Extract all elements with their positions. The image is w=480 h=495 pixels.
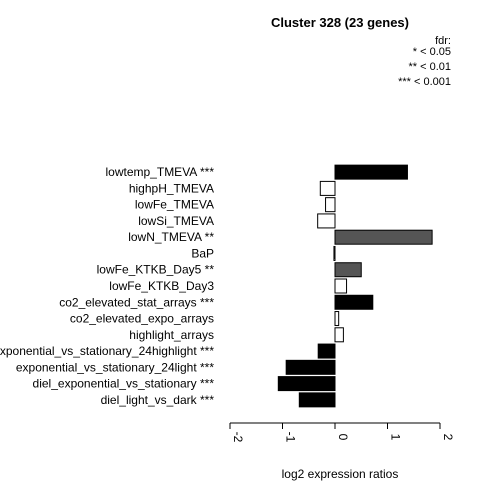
category-label-13: exponential_vs_stationary_24light *** (16, 360, 214, 374)
category-label-11: highlight_arrays (129, 328, 214, 342)
x-tick-label-1: -2 (231, 432, 245, 443)
x-tick-label-2: -1 (284, 432, 298, 443)
bar-5 (334, 229, 433, 245)
legend-title: fdr: (435, 35, 451, 47)
bar-15 (298, 392, 336, 408)
x-tick-label-4: 1 (389, 434, 403, 441)
legend: fdr: * < 0.05 ** < 0.01 *** < 0.001 (398, 35, 451, 88)
bar-10 (334, 311, 340, 327)
category-label-4: lowSi_TMEVA (138, 214, 214, 228)
bar-2 (319, 180, 336, 196)
bar-13 (285, 359, 336, 375)
category-labels: lowtemp_TMEVA *** highpH_TMEVA lowFe_TMEVA… (0, 165, 214, 407)
x-axis: -2 -1 0 1 2 (229, 422, 455, 443)
category-label-10: co2_elevated_expo_arrays (70, 312, 214, 326)
bar-6 (333, 245, 336, 261)
category-label-9: co2_elevated_stat_arrays *** (59, 295, 214, 309)
bar-9 (334, 294, 374, 310)
category-label-6: BaP (191, 246, 214, 260)
bar-7 (334, 262, 362, 278)
x-axis-label: log2 expression ratios (282, 467, 399, 481)
legend-entry-3: *** < 0.001 (398, 76, 451, 88)
bar-11 (334, 327, 344, 343)
category-label-14: diel_exponential_vs_stationary *** (33, 377, 215, 391)
bars (277, 164, 433, 408)
bar-4 (317, 213, 336, 229)
category-label-8: lowFe_KTKB_Day3 (109, 279, 214, 293)
bar-3 (325, 197, 336, 213)
bar-8 (334, 278, 348, 294)
legend-entry-2: ** < 0.01 (408, 61, 451, 73)
bar-12 (317, 343, 336, 359)
category-label-15: diel_light_vs_dark *** (101, 393, 215, 407)
bar-1 (334, 164, 408, 180)
category-label-2: highpH_TMEVA (129, 181, 214, 195)
category-label-1: lowtemp_TMEVA *** (106, 165, 215, 179)
category-label-5: lowN_TMEVA ** (128, 230, 214, 244)
legend-entry-1: * < 0.05 (413, 46, 451, 58)
x-tick-label-5: 2 (441, 434, 455, 441)
x-tick-label-3: 0 (336, 434, 350, 441)
bar-14 (277, 376, 336, 392)
category-label-7: lowFe_KTKB_Day5 ** (97, 263, 215, 277)
category-label-12: exponential_vs_stationary_24highlight **… (0, 344, 214, 358)
category-label-3: lowFe_TMEVA (135, 198, 214, 212)
chart-title: Cluster 328 (23 genes) (271, 15, 409, 30)
